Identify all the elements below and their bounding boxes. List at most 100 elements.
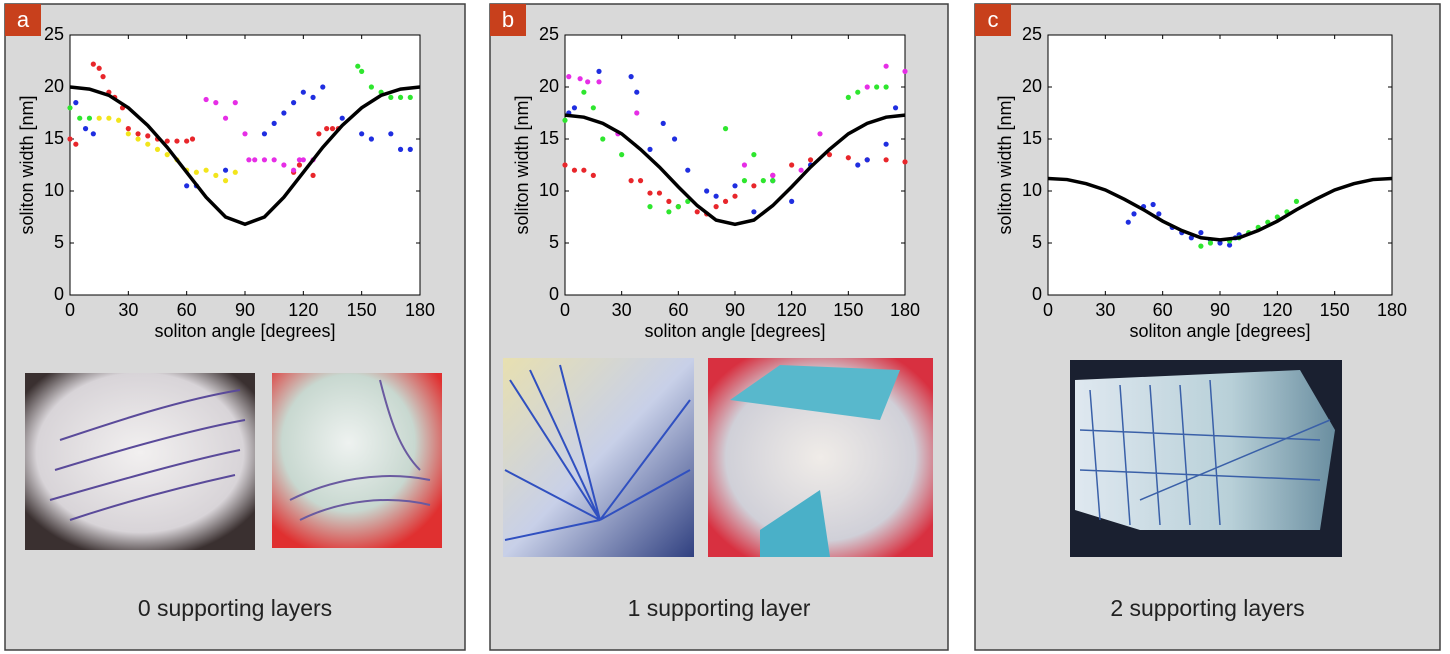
- data-point: [67, 105, 73, 111]
- data-point: [789, 162, 795, 168]
- data-point: [100, 74, 106, 80]
- y-tick-label: 15: [44, 128, 64, 148]
- data-point: [789, 198, 795, 204]
- data-point: [184, 138, 190, 144]
- chart: b 0 30 60 90 120 150 180 0 5 10 15 20 25 soliton angle…: [490, 4, 920, 621]
- data-point: [751, 183, 757, 189]
- data-point: [634, 89, 640, 95]
- data-point: [203, 96, 209, 103]
- data-point: [316, 131, 322, 137]
- data-point: [310, 172, 316, 178]
- data-point: [154, 146, 161, 152]
- chart: a 0 30 60 90 120 150 180 0 5 10 15 20 25 soliton angle…: [5, 4, 435, 621]
- data-point: [741, 162, 748, 168]
- data-point: [685, 167, 691, 173]
- data-point: [145, 133, 151, 139]
- x-tick-label: 150: [833, 300, 863, 320]
- data-point: [864, 157, 870, 163]
- y-tick-label: 20: [44, 76, 64, 96]
- data-point: [585, 79, 591, 85]
- data-point: [1274, 214, 1280, 220]
- data-point: [807, 157, 814, 163]
- micrograph-lines: [1079, 379, 1331, 526]
- data-point: [883, 84, 889, 90]
- data-point: [116, 117, 122, 123]
- data-point: [671, 136, 678, 142]
- x-tick-label: 0: [65, 300, 75, 320]
- x-tick-label: 60: [668, 300, 688, 320]
- micrograph: [503, 358, 694, 557]
- y-tick-label: 5: [54, 232, 64, 252]
- data-point: [883, 157, 889, 163]
- data-point: [1293, 198, 1300, 204]
- data-point: [596, 79, 602, 85]
- data-point: [883, 63, 889, 69]
- y-tick-label: 10: [44, 180, 64, 200]
- data-point: [73, 100, 79, 106]
- data-point: [628, 178, 634, 184]
- data-point: [213, 172, 219, 178]
- x-tick-label: 150: [347, 300, 377, 320]
- data-point: [722, 126, 729, 132]
- data-point: [713, 193, 719, 199]
- data-point: [203, 167, 209, 173]
- y-tick-label: 20: [1022, 76, 1042, 96]
- data-point: [656, 190, 663, 196]
- data-point: [320, 84, 326, 90]
- y-tick-label: 15: [539, 128, 559, 148]
- x-tick-label: 180: [405, 300, 435, 320]
- data-point: [760, 178, 766, 184]
- micrograph: [25, 373, 255, 550]
- micrograph-lines: [289, 379, 431, 521]
- data-point: [232, 100, 238, 106]
- data-point: [135, 131, 141, 137]
- y-tick-label: 0: [54, 284, 64, 304]
- data-point: [222, 178, 229, 184]
- y-axis-label: soliton width [nm]: [17, 95, 37, 234]
- data-point: [368, 84, 374, 90]
- data-point: [770, 178, 776, 184]
- data-point: [359, 68, 365, 74]
- data-point: [368, 136, 374, 142]
- data-point: [1198, 243, 1204, 249]
- data-point: [329, 126, 336, 132]
- data-point: [666, 198, 672, 204]
- panel-tag: [5, 4, 41, 36]
- data-point: [647, 190, 653, 196]
- y-tick-label: 5: [1032, 232, 1042, 252]
- plot-area: [1047, 34, 1393, 296]
- data-point: [67, 136, 73, 142]
- data-point: [647, 204, 653, 210]
- data-point: [184, 183, 190, 189]
- data-point: [189, 136, 196, 142]
- micrograph: [272, 373, 442, 548]
- data-point: [271, 120, 277, 126]
- data-point: [281, 110, 287, 116]
- x-tick-label: 120: [777, 300, 807, 320]
- panel-label: a: [17, 7, 30, 32]
- data-point: [388, 131, 394, 137]
- x-tick-label: 60: [177, 300, 197, 320]
- x-tick-label: 90: [235, 300, 255, 320]
- data-point: [300, 157, 306, 163]
- fit-curve: [1047, 176, 1393, 242]
- data-point: [1131, 211, 1137, 217]
- data-point: [826, 152, 833, 158]
- data-point: [883, 141, 889, 147]
- chart: c 0 30 60 90 120 150 180 0 5 10 15 20 25 soliton angle…: [975, 4, 1407, 621]
- y-tick-label: 25: [539, 24, 559, 44]
- y-tick-label: 10: [539, 180, 559, 200]
- data-point: [732, 183, 738, 189]
- data-point: [634, 110, 640, 116]
- data-point: [751, 152, 757, 158]
- panel-tag: [490, 4, 526, 36]
- x-axis-label: soliton angle [degrees]: [154, 321, 335, 341]
- caption: 0 supporting layers: [138, 595, 332, 621]
- data-point: [359, 131, 365, 137]
- micrographs: [25, 358, 1342, 557]
- data-point: [637, 178, 644, 184]
- data-point: [252, 157, 258, 163]
- micrograph-lines: [504, 364, 691, 541]
- data-point: [855, 89, 861, 95]
- x-tick-label: 180: [890, 300, 920, 320]
